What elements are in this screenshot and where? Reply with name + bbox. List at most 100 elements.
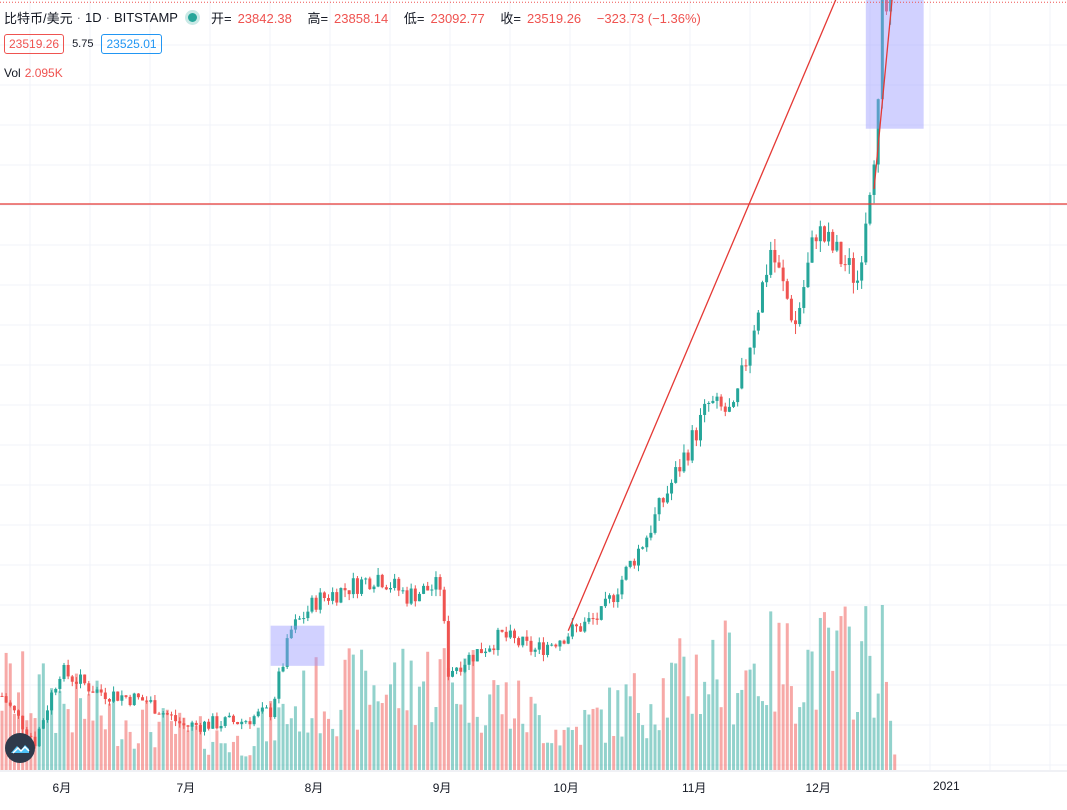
candle-body — [719, 396, 723, 407]
candle-body — [281, 666, 285, 672]
candle-body — [765, 274, 769, 283]
candle-body — [157, 713, 161, 715]
x-tick-label: 7月 — [176, 781, 196, 795]
candle-body — [149, 700, 153, 702]
x-tick-label: 9月 — [432, 781, 452, 795]
candle-body — [215, 716, 219, 729]
candle-body — [492, 648, 496, 651]
volume-bar — [541, 743, 545, 770]
volume-bar — [740, 689, 744, 770]
volume-bar — [87, 694, 91, 770]
bid-button[interactable]: 23519.26 — [4, 34, 65, 54]
candle-body — [500, 629, 504, 632]
volume-bar — [389, 684, 393, 770]
candle-body — [45, 710, 49, 721]
candle-body — [186, 725, 190, 727]
candle-body — [174, 715, 178, 722]
candle-body — [91, 691, 95, 693]
candle-body — [839, 241, 843, 265]
volume-bar — [533, 703, 537, 770]
volume-bar — [484, 725, 488, 770]
candle-body — [599, 606, 603, 620]
volume-bar — [889, 720, 893, 770]
volume-bar — [240, 755, 244, 770]
candle-body — [727, 406, 731, 412]
candle-body — [529, 640, 533, 652]
interval-label[interactable]: 1D — [84, 10, 102, 25]
candle-body — [884, 0, 888, 12]
x-tick-label: 6月 — [52, 781, 72, 795]
volume-bar — [198, 716, 202, 770]
volume-bar — [798, 707, 802, 770]
volume-bar — [781, 684, 785, 770]
volume-bar — [37, 674, 41, 770]
candle-body — [248, 721, 252, 725]
volume-bar — [438, 659, 442, 770]
volume-bar — [442, 648, 446, 770]
market-status-icon — [187, 13, 197, 22]
symbol-legend: 比特币/美元 · 1D · BITSTAMP 开= 23842.38 高= 2385… — [4, 8, 707, 27]
symbol-name[interactable]: 比特币/美元 — [4, 11, 73, 26]
candle-body — [141, 697, 145, 701]
candle-body — [628, 560, 632, 567]
volume-bar — [120, 739, 124, 770]
volume-value: 2.095K — [24, 66, 63, 80]
candle-body — [360, 579, 364, 594]
volume-bar — [583, 709, 587, 770]
candle-body — [525, 636, 529, 641]
open-value: 23842.38 — [237, 11, 292, 26]
volume-bar — [674, 663, 678, 770]
volume-bar — [182, 717, 186, 770]
volume-bar — [467, 722, 471, 770]
candle-body — [686, 452, 690, 461]
candle-body — [773, 249, 777, 263]
volume-bar — [554, 729, 558, 770]
volume-legend[interactable]: Vol 2.095K — [4, 66, 63, 80]
candle-body — [603, 598, 607, 607]
volume-bar — [219, 743, 223, 770]
volume-bar — [281, 703, 285, 770]
volume-bar — [690, 713, 694, 770]
candle-body — [211, 716, 215, 729]
candle-body — [426, 585, 430, 591]
volume-bar — [521, 723, 525, 770]
candle-body — [570, 624, 574, 637]
candle-body — [66, 664, 70, 677]
candle-body — [847, 258, 851, 265]
volume-bar — [277, 707, 281, 770]
volume-bar — [223, 743, 227, 770]
volume-bar — [41, 663, 45, 770]
volume-bar — [665, 717, 669, 770]
volume-bar — [413, 725, 417, 770]
candle-body — [277, 671, 281, 699]
volume-bar — [599, 709, 603, 770]
volume-bar — [211, 741, 215, 770]
volume-bar — [525, 732, 529, 770]
candle-body — [289, 629, 293, 639]
candle-body — [889, 0, 893, 12]
candle-body — [732, 402, 736, 407]
candle-body — [744, 365, 748, 367]
candle-body — [760, 282, 764, 313]
volume-bar — [417, 686, 421, 770]
candle-body — [372, 586, 376, 590]
ask-button[interactable]: 23525.01 — [101, 34, 162, 54]
x-tick-label: 10月 — [553, 781, 579, 795]
volume-bar — [45, 720, 49, 770]
candle-body — [512, 630, 516, 639]
candle-body — [368, 578, 372, 590]
volume-bar — [641, 725, 645, 770]
candle-body — [872, 164, 876, 195]
volume-bar — [231, 741, 235, 770]
volume-bar — [715, 679, 719, 770]
candle-body — [752, 330, 756, 348]
volume-bar — [574, 726, 578, 770]
volume-bar — [479, 732, 483, 770]
candle-body — [876, 99, 880, 165]
candle-body — [231, 715, 235, 723]
tradingview-logo-icon[interactable] — [5, 733, 35, 763]
volume-bar — [653, 724, 657, 770]
candle-body — [265, 707, 269, 709]
candle-body — [736, 388, 740, 403]
